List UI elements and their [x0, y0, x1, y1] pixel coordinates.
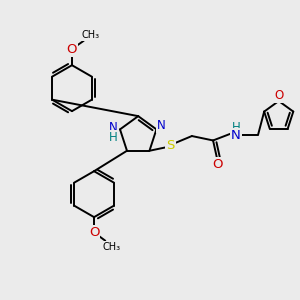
- Text: O: O: [67, 43, 77, 56]
- Text: S: S: [167, 139, 175, 152]
- Text: H: H: [109, 131, 118, 144]
- Text: CH₃: CH₃: [81, 31, 99, 40]
- Text: H: H: [232, 121, 240, 134]
- Text: O: O: [89, 226, 99, 239]
- Text: N: N: [157, 119, 166, 132]
- Text: O: O: [275, 89, 284, 103]
- Text: O: O: [212, 158, 223, 171]
- Text: N: N: [109, 122, 118, 134]
- Text: CH₃: CH₃: [103, 242, 121, 252]
- Text: N: N: [231, 129, 241, 142]
